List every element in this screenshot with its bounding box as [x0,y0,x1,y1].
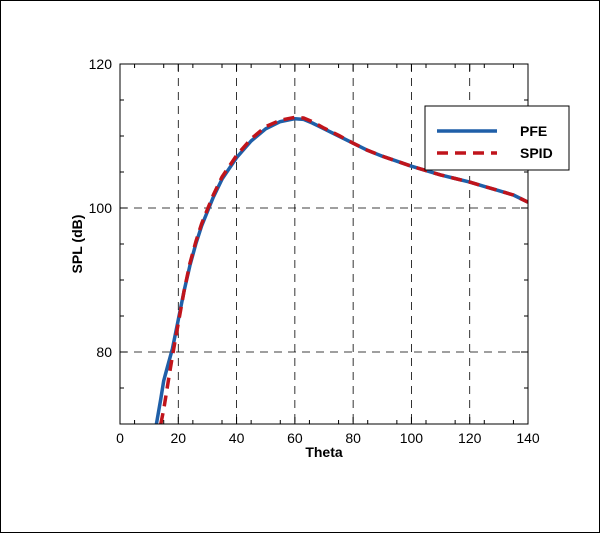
legend: PFE SPID [424,105,570,171]
x-tick-label: 0 [116,430,124,446]
x-tick-label: 20 [170,430,186,446]
x-tick-label: 40 [229,430,245,446]
x-tick-label: 100 [400,430,424,446]
y-tick-label: 80 [96,344,112,360]
series-line-pfe [154,116,528,424]
x-tick-label: 60 [287,430,303,446]
series-lines [154,115,528,424]
x-tick-label: 80 [345,430,361,446]
legend-label-pfe: PFE [520,123,547,139]
y-tick-label: 120 [89,56,113,72]
x-tick-label: 120 [458,430,482,446]
grid-lines [120,64,528,424]
x-axis-label: Theta [305,444,343,460]
y-axis-label: SPL (dB) [69,215,85,274]
axis-ticks [119,63,529,425]
y-tick-labels: 80 100 120 [89,56,113,360]
y-tick-label: 100 [89,200,113,216]
legend-box [424,105,570,171]
x-tick-labels: 0 20 40 60 80 100 120 140 [116,430,540,446]
x-tick-label: 140 [516,430,540,446]
legend-label-spid: SPID [520,145,553,161]
